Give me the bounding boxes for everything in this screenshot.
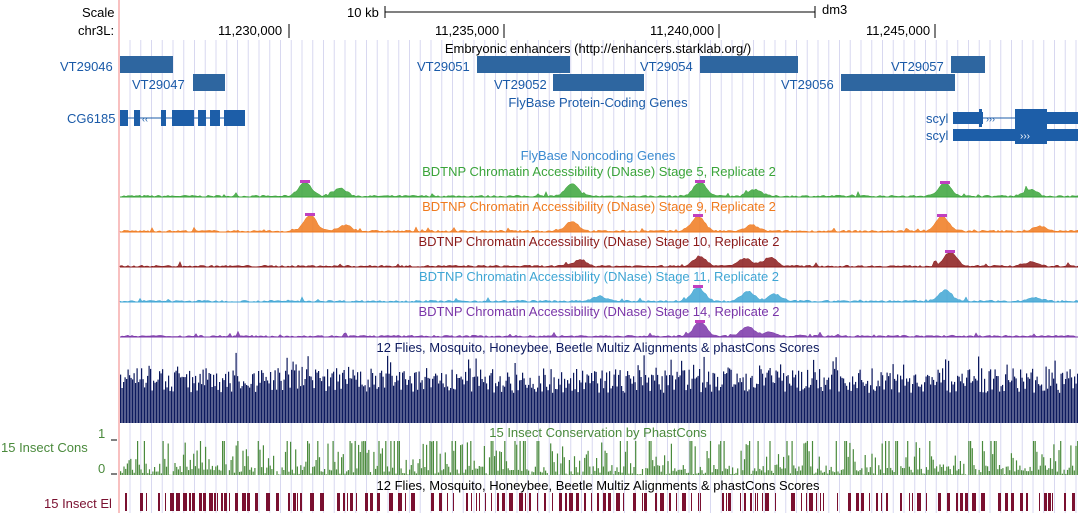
scale-bar-text: 10 kb — [347, 5, 379, 20]
elements-track-title[interactable]: 12 Flies, Mosquito, Honeybee, Beetle Mul… — [376, 478, 820, 493]
enhancer-vt29052[interactable] — [553, 74, 644, 91]
enhancer-vt29047[interactable] — [193, 74, 225, 91]
enhancer-label[interactable]: VT29046 — [60, 59, 113, 74]
conserved-element-bars — [125, 493, 1075, 511]
ruler-tick-label: 11,245,000 — [866, 23, 931, 38]
ruler-tick-label: 11,230,000 — [218, 23, 283, 38]
phastcons-axis — [111, 439, 117, 475]
dnase-track-title[interactable]: BDTNP Chromatin Accessibility (DNase) St… — [422, 164, 776, 179]
enhancer-label[interactable]: VT29052 — [494, 77, 547, 92]
gene-label-cg6185[interactable]: CG6185 — [67, 111, 116, 126]
assembly-label: dm3 — [822, 2, 848, 17]
enhancer-track-title[interactable]: Embryonic enhancers (http://enhancers.st… — [444, 41, 752, 56]
dnase-track-title[interactable]: BDTNP Chromatin Accessibility (DNase) St… — [418, 269, 780, 284]
gene-label-scyl[interactable]: scyl — [926, 128, 949, 143]
dnase-track-title[interactable]: BDTNP Chromatin Accessibility (DNase) St… — [418, 304, 780, 319]
dnase-track-title[interactable]: BDTNP Chromatin Accessibility (DNase) St… — [418, 234, 780, 249]
ruler-tick-label: 11,235,000 — [435, 23, 500, 38]
svg-text:›››: ››› — [986, 114, 995, 124]
multiz-bars — [120, 352, 1078, 423]
gene-cg6185[interactable]: ‹‹ — [120, 110, 245, 126]
phastcons-side-label[interactable]: 15 Insect Cons — [1, 440, 88, 455]
enhancer-vt29057[interactable] — [951, 56, 985, 73]
chrom-label: chr3L: — [78, 23, 115, 38]
phastcons-axis-max: 1 — [98, 426, 106, 441]
enhancer-vt29056[interactable] — [841, 74, 955, 91]
enhancer-label[interactable]: VT29056 — [781, 77, 834, 92]
gene-scyl-2[interactable]: ››› — [953, 126, 1078, 144]
gene-label-scyl[interactable]: scyl — [926, 111, 949, 126]
phastcons-axis-min: 0 — [98, 461, 106, 476]
phastcons-bars — [120, 441, 1078, 475]
svg-text:›››: ››› — [1020, 131, 1030, 142]
enhancer-label[interactable]: VT29047 — [132, 77, 185, 92]
enhancer-features[interactable] — [120, 56, 985, 91]
ruler-tick-label: 11,240,000 — [650, 23, 715, 38]
enhancer-vt29051[interactable] — [477, 56, 570, 73]
enhancer-label[interactable]: VT29057 — [891, 59, 944, 74]
multiz-track-title[interactable]: 12 Flies, Mosquito, Honeybee, Beetle Mul… — [376, 340, 820, 355]
elements-side-label[interactable]: 15 Insect El — [44, 496, 112, 511]
protein-genes-track-title[interactable]: FlyBase Protein-Coding Genes — [508, 95, 688, 110]
svg-text:‹‹: ‹‹ — [142, 114, 148, 124]
phastcons-track-title[interactable]: 15 Insect Conservation by PhastCons — [489, 425, 707, 440]
enhancer-vt29046[interactable] — [120, 56, 173, 73]
scale-label: Scale — [82, 5, 115, 20]
dnase-track-title[interactable]: BDTNP Chromatin Accessibility (DNase) St… — [422, 199, 776, 214]
ruler-ticks — [288, 24, 936, 38]
enhancer-label[interactable]: VT29051 — [417, 59, 470, 74]
scale-bar — [384, 6, 816, 18]
enhancer-label[interactable]: VT29054 — [640, 59, 693, 74]
dnase-signals — [119, 180, 1078, 338]
noncoding-track-title[interactable]: FlyBase Noncoding Genes — [520, 148, 676, 163]
enhancer-vt29054[interactable] — [700, 56, 798, 73]
gene-scyl-1[interactable]: ››› — [953, 109, 1078, 127]
